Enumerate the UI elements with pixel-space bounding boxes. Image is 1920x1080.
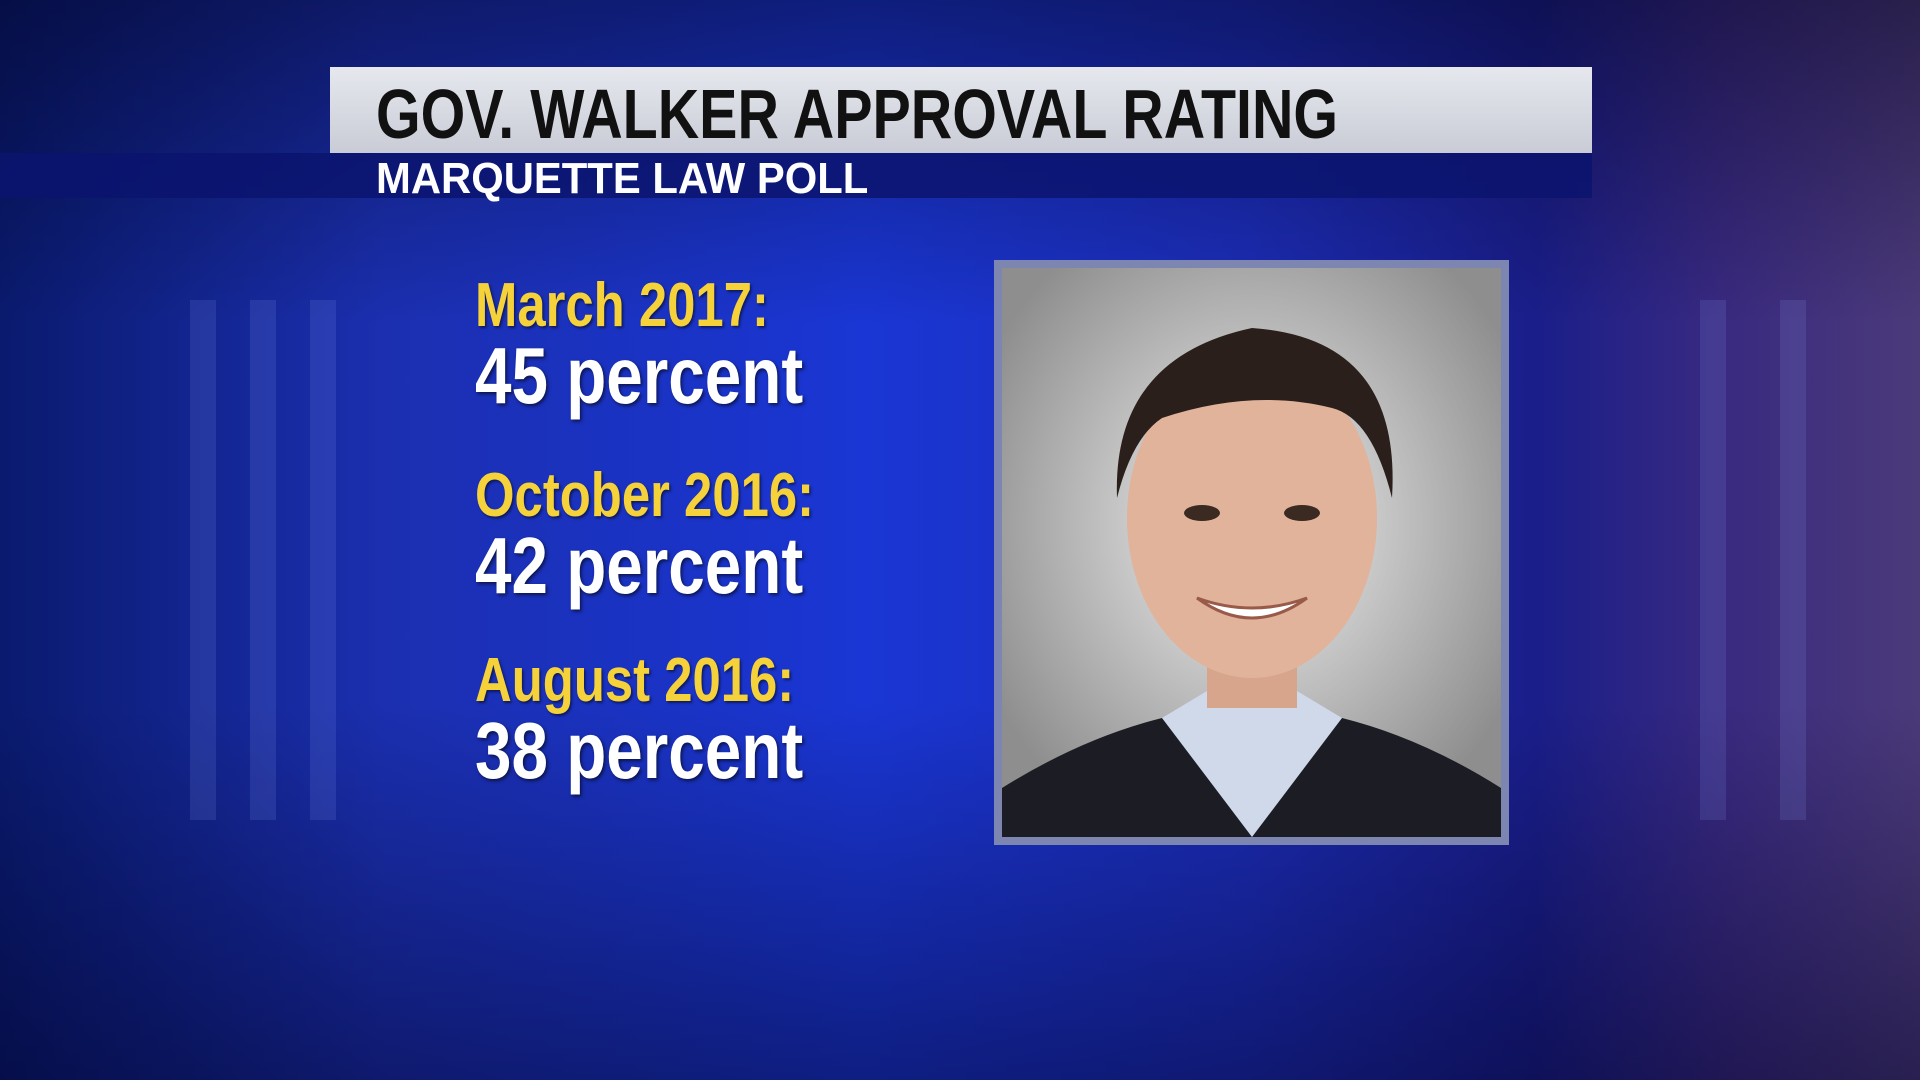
title: GOV. WALKER APPROVAL RATING — [376, 75, 1339, 153]
poll-date: March 2017: — [475, 271, 769, 340]
background-pillar — [1780, 300, 1806, 820]
portrait — [1002, 268, 1501, 837]
background-pillar — [250, 300, 276, 820]
title-band — [330, 67, 1592, 153]
subtitle: MARQUETTE LAW POLL — [376, 154, 869, 203]
background-pillar — [1700, 300, 1726, 820]
poll-date: August 2016: — [475, 646, 795, 715]
background-pillar — [190, 300, 216, 820]
subtitle-band — [0, 153, 1592, 198]
poll-value: 38 percent — [475, 706, 804, 795]
poll-date: October 2016: — [475, 461, 815, 530]
poll-value: 42 percent — [475, 521, 804, 610]
background-pillar — [310, 300, 336, 820]
portrait-frame — [994, 260, 1509, 845]
poll-value: 45 percent — [475, 331, 804, 420]
